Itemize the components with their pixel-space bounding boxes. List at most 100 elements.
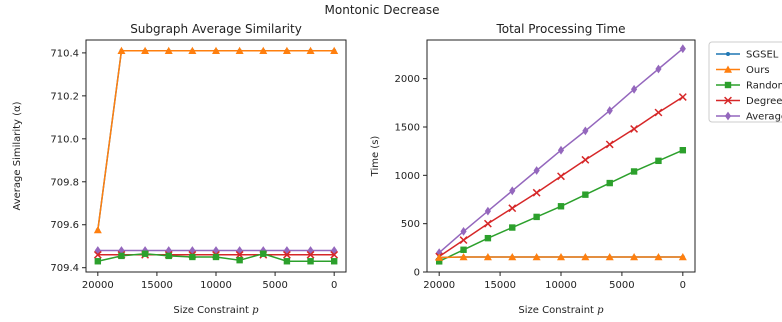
data-point [605, 140, 614, 149]
data-point [460, 227, 467, 236]
data-point [236, 256, 243, 264]
data-point [655, 64, 662, 74]
data-point [605, 253, 614, 261]
data-point [630, 168, 638, 175]
data-point [330, 46, 339, 54]
data-point [435, 253, 444, 261]
data-point [533, 166, 540, 175]
data-point [94, 258, 102, 265]
data-point [654, 108, 663, 117]
series-random [94, 250, 338, 265]
data-point [581, 155, 590, 164]
data-point [282, 250, 291, 259]
data-point [142, 246, 149, 255]
data-point [212, 253, 220, 261]
data-point [509, 186, 516, 196]
data-point [508, 253, 517, 261]
series-average [94, 246, 338, 255]
data-point [306, 46, 315, 54]
x-tick-label: 15000 [484, 280, 516, 291]
series-degree [435, 93, 687, 261]
data-point [557, 145, 565, 155]
data-point [631, 84, 638, 94]
y-tick-label: 710.2 [50, 91, 79, 102]
legend-label: Degree [746, 96, 782, 107]
x-tick-label: 20000 [82, 280, 114, 291]
legend-item-random: Random [716, 81, 782, 92]
data-point [508, 204, 517, 213]
x-tick-label: 10000 [200, 280, 232, 291]
data-point [533, 213, 540, 221]
x-axis-label-variable: p [252, 305, 259, 316]
data-point [678, 93, 687, 101]
data-point [459, 253, 468, 261]
data-point [483, 219, 492, 228]
data-point [307, 258, 314, 265]
series-random [435, 147, 687, 265]
x-tick-label: 0 [331, 280, 337, 291]
y-tick-label: 710.4 [50, 48, 79, 59]
legend-label: SGSEL [746, 50, 779, 61]
data-point [679, 44, 686, 54]
data-point [235, 46, 244, 54]
data-point [557, 203, 565, 210]
data-point [330, 250, 339, 259]
y-tick-label: 709.8 [50, 177, 79, 188]
x-axis-label: Size Constraint p [173, 305, 259, 316]
data-point [654, 253, 663, 261]
legend-item-sgsel: SGSEL [716, 50, 779, 61]
data-point [532, 188, 541, 197]
x-tick-label: 5000 [609, 280, 634, 291]
data-point [655, 157, 662, 165]
chart-title: Subgraph Average Similarity [130, 22, 302, 36]
data-point [165, 252, 172, 260]
series-line [97, 49, 335, 231]
series-sgsel [95, 48, 337, 233]
chart-title: Total Processing Time [495, 22, 625, 36]
data-point [460, 246, 467, 253]
data-point [260, 250, 267, 257]
x-axis-label: Size Constraint p [518, 305, 604, 316]
data-point [484, 234, 492, 242]
data-point [679, 147, 687, 154]
legend-item-average: Average [716, 112, 782, 123]
y-tick-label: 710.0 [50, 134, 79, 145]
data-point [581, 253, 590, 261]
data-point [557, 172, 565, 181]
data-point [93, 250, 102, 259]
data-point [189, 253, 196, 261]
data-point [606, 179, 613, 187]
legend-marker [724, 111, 732, 121]
legend-marker [724, 65, 732, 73]
x-tick-label: 5000 [262, 280, 287, 291]
y-tick-label: 500 [401, 219, 420, 230]
data-point [606, 106, 613, 115]
data-point [93, 226, 102, 234]
legend-label: Average [746, 112, 782, 123]
data-point [557, 253, 565, 261]
data-point [188, 46, 197, 54]
series-line [97, 49, 335, 231]
data-point [330, 258, 338, 265]
data-point [459, 236, 468, 245]
legend-marker [726, 52, 730, 56]
y-tick-label: 2000 [395, 74, 420, 85]
data-point [141, 46, 150, 54]
data-point [630, 253, 639, 261]
data-point [678, 253, 687, 261]
data-point [259, 46, 268, 54]
y-axis-label: Average Similarity (α) [12, 101, 23, 210]
legend-label: Ours [746, 65, 770, 76]
y-tick-label: 1500 [395, 123, 420, 134]
plot-frame [85, 39, 347, 273]
y-axis-label: Time (s) [370, 136, 381, 178]
series-ours [435, 253, 687, 261]
data-point [435, 258, 443, 265]
x-tick-label: 10000 [545, 280, 577, 291]
data-point [630, 125, 639, 133]
legend-item-degree: Degree [716, 96, 782, 107]
data-point [483, 253, 492, 261]
series-average [436, 44, 686, 258]
